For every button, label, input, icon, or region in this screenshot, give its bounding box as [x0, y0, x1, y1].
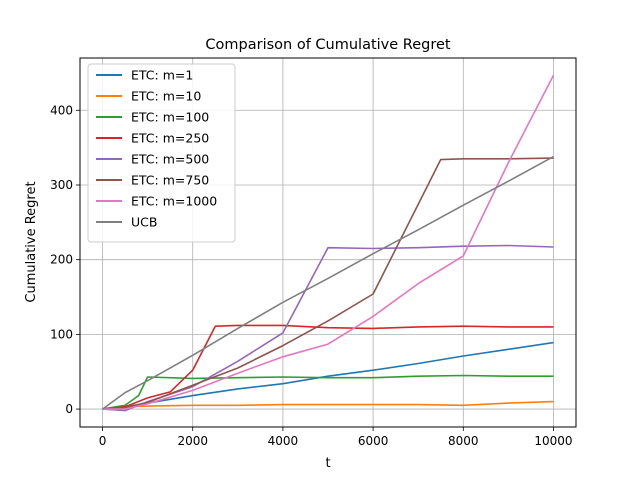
plot-area: [102, 74, 555, 412]
y-tick-label: 0: [65, 402, 73, 416]
series-line-ucb: [102, 155, 554, 410]
y-tick-label: 100: [50, 327, 73, 341]
y-axis-label: Cumulative Regret: [24, 181, 39, 302]
x-tick-label: 8000: [448, 434, 479, 448]
x-tick-label: 0: [99, 434, 107, 448]
x-axis-label: t: [325, 456, 330, 471]
y-tick-label: 400: [50, 103, 73, 117]
legend-label: ETC: m=250: [131, 131, 209, 146]
series-line-etc-m-10: [102, 400, 554, 410]
chart-title: Comparison of Cumulative Regret: [205, 37, 450, 53]
legend-label: ETC: m=10: [131, 89, 201, 104]
series-line-etc-m-1000: [102, 74, 555, 410]
legend-box: [87, 63, 236, 243]
legend-label: UCB: [131, 215, 157, 230]
legend-label: ETC: m=750: [131, 173, 209, 188]
series-line-etc-m-250: [102, 324, 554, 410]
series-line-etc-m-100: [102, 374, 554, 410]
legend-label: ETC: m=1: [131, 68, 193, 83]
x-tick-label: 10000: [534, 434, 572, 448]
legend: ETC: m=1 ETC: m=10 ETC: m=100 ETC: m=250 ETC…: [87, 63, 236, 243]
axes-frame: [79, 57, 577, 428]
x-tick-label: 2000: [177, 434, 208, 448]
legend-label: ETC: m=500: [131, 152, 209, 167]
series-line-etc-m-750: [102, 157, 554, 410]
y-tick-label: 200: [50, 253, 73, 267]
x-tick-label: 4000: [268, 434, 299, 448]
legend-label: ETC: m=1000: [131, 194, 217, 209]
x-tick-label: 6000: [358, 434, 389, 448]
axis-ticks: 0 2000 4000 6000 8000 10000 0 100 200 300 400: [50, 103, 572, 448]
legend-label: ETC: m=100: [131, 110, 209, 125]
y-tick-label: 300: [50, 178, 73, 192]
